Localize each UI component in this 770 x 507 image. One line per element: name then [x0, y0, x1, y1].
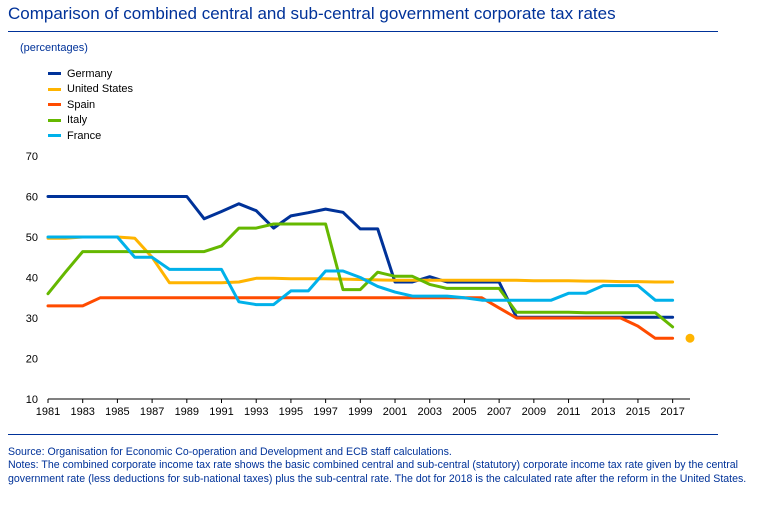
legend-label-spain: Spain [67, 98, 96, 111]
legend-label-united-states: United States [67, 83, 134, 96]
x-tick-label: 2007 [487, 406, 511, 418]
legend-swatch-united-states [48, 87, 61, 91]
x-tick-label: 2009 [522, 406, 546, 418]
legend-swatch-spain [48, 103, 61, 107]
x-tick-label: 1993 [244, 406, 268, 418]
title-rule [8, 31, 718, 32]
chart-legend: Germany United States Spain Italy France [48, 66, 133, 144]
x-tick-label: 1995 [279, 406, 303, 418]
annotation-dot-united-states [685, 333, 695, 343]
series-line-france [46, 235, 675, 307]
y-tick-label: 20 [26, 354, 38, 366]
x-tick-label: 1999 [348, 406, 372, 418]
legend-swatch-italy [48, 118, 61, 122]
footer-rule [8, 434, 718, 435]
x-tick-label: 2003 [417, 406, 441, 418]
source-note: Source: Organisation for Economic Co-ope… [8, 446, 452, 458]
y-tick-label: 70 [26, 151, 38, 163]
series-line-italy [46, 222, 675, 329]
chart-title: Comparison of combined central and sub-c… [8, 4, 616, 23]
legend-item-germany: Germany [48, 66, 133, 82]
legend-label-italy: Italy [67, 114, 88, 127]
series-line-spain [46, 296, 675, 340]
x-tick-label: 2001 [383, 406, 407, 418]
chart-footnotes: Source: Organisation for Economic Co-ope… [8, 446, 748, 486]
legend-item-france: France [48, 128, 133, 144]
legend-item-spain: Spain [48, 97, 133, 113]
x-tick-label: 1991 [209, 406, 233, 418]
y-tick-label: 50 [26, 232, 38, 244]
legend-label-france: France [67, 129, 102, 142]
x-tick-label: 1981 [36, 406, 60, 418]
legend-item-italy: Italy [48, 113, 133, 129]
notes-text: Notes: The combined corporate income tax… [8, 459, 747, 485]
x-tick-label: 1997 [313, 406, 337, 418]
y-tick-label: 60 [26, 192, 38, 204]
legend-label-germany: Germany [67, 67, 113, 80]
legend-swatch-germany [48, 72, 61, 76]
x-tick-label: 1985 [105, 406, 129, 418]
legend-swatch-france [48, 134, 61, 138]
x-tick-label: 1983 [70, 406, 94, 418]
x-tick-label: 2015 [626, 406, 650, 418]
y-tick-label: 40 [26, 273, 38, 285]
x-tick-label: 1987 [140, 406, 164, 418]
x-tick-label: 2005 [452, 406, 476, 418]
y-axis-unit-label: (percentages) [20, 42, 88, 54]
x-tick-label: 2017 [660, 406, 684, 418]
x-tick-label: 2011 [557, 406, 581, 418]
x-tick-label: 1989 [175, 406, 199, 418]
y-tick-label: 10 [26, 394, 38, 406]
y-tick-label: 30 [26, 313, 38, 325]
x-tick-label: 2013 [591, 406, 615, 418]
legend-item-united-states: United States [48, 82, 133, 98]
